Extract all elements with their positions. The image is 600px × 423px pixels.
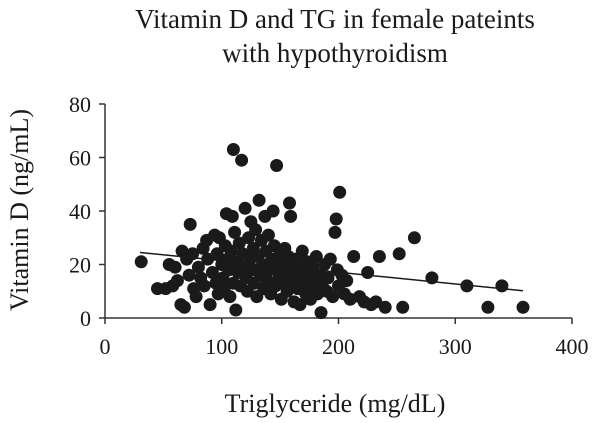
scatter-point [372, 250, 386, 263]
scatter-point [361, 266, 375, 279]
y-tick-label: 20 [69, 253, 91, 278]
scatter-point [170, 274, 184, 288]
scatter-point [238, 201, 252, 215]
chart-title-line-2: with hypothyroidism [222, 38, 448, 68]
scatter-point [226, 143, 240, 156]
scatter-point [168, 260, 182, 274]
scatter-point [266, 204, 280, 218]
x-tick-label: 400 [556, 334, 589, 359]
scatter-point [314, 306, 328, 320]
y-tick-label: 60 [69, 146, 91, 171]
scatter-point [183, 217, 197, 231]
scatter-point [280, 284, 294, 298]
scatter-point [333, 185, 347, 199]
scatter-point [283, 196, 296, 210]
scatter-point [321, 271, 335, 285]
scatter-point [295, 244, 309, 258]
y-tick-label: 40 [69, 199, 91, 224]
scatter-point [340, 274, 354, 288]
scatter-point [270, 159, 284, 172]
scatter-point [182, 268, 196, 282]
scatter-point [347, 250, 361, 263]
x-tick-label: 300 [439, 334, 472, 359]
scatter-point [134, 255, 148, 269]
scatter-point [197, 279, 211, 293]
scatter-point [249, 223, 263, 237]
scatter-point [229, 303, 243, 317]
scatter-point [177, 300, 191, 314]
y-tick-label: 0 [80, 306, 91, 331]
data-points [134, 143, 530, 320]
scatter-point [396, 300, 410, 314]
scatter-point [189, 290, 203, 304]
scatter-point [210, 247, 224, 261]
scatter-point [205, 266, 219, 279]
scatter-point [225, 209, 239, 223]
scatter-point [224, 244, 238, 258]
scatter-point [323, 252, 337, 266]
trendline-line [139, 251, 524, 292]
scatter-point [191, 260, 205, 274]
scatter-point [228, 225, 242, 239]
scatter-point [328, 225, 342, 239]
scatter-point [261, 228, 275, 242]
axes: 0 20 40 60 80 0 100 200 300 400 [69, 92, 589, 359]
scatter-point [223, 290, 237, 304]
trendline [139, 251, 524, 292]
scatter-point [329, 212, 343, 226]
chart-title-line-1: Vitamin D and TG in female pateints [135, 4, 535, 34]
x-tick-label: 200 [322, 334, 355, 359]
scatter-point [495, 279, 509, 293]
x-tick-label: 0 [100, 334, 111, 359]
scatter-point [392, 247, 406, 261]
scatter-point [309, 250, 323, 263]
scatter-point [235, 153, 249, 167]
scatter-point [203, 298, 217, 312]
x-tick-label: 100 [205, 334, 238, 359]
scatter-point [407, 231, 421, 245]
y-axis-label: Vitamin D (ng/mL) [5, 109, 34, 311]
scatter-point [284, 209, 298, 223]
x-axis-label: Triglyceride (mg/dL) [225, 389, 446, 418]
y-tick-label: 80 [69, 92, 91, 117]
scatter-point [481, 300, 495, 314]
scatter-point [460, 279, 474, 293]
scatter-point [326, 290, 340, 304]
scatter-point [378, 300, 392, 314]
scatter-point [252, 193, 266, 207]
scatter-point [516, 300, 530, 314]
scatter-point [293, 298, 307, 312]
